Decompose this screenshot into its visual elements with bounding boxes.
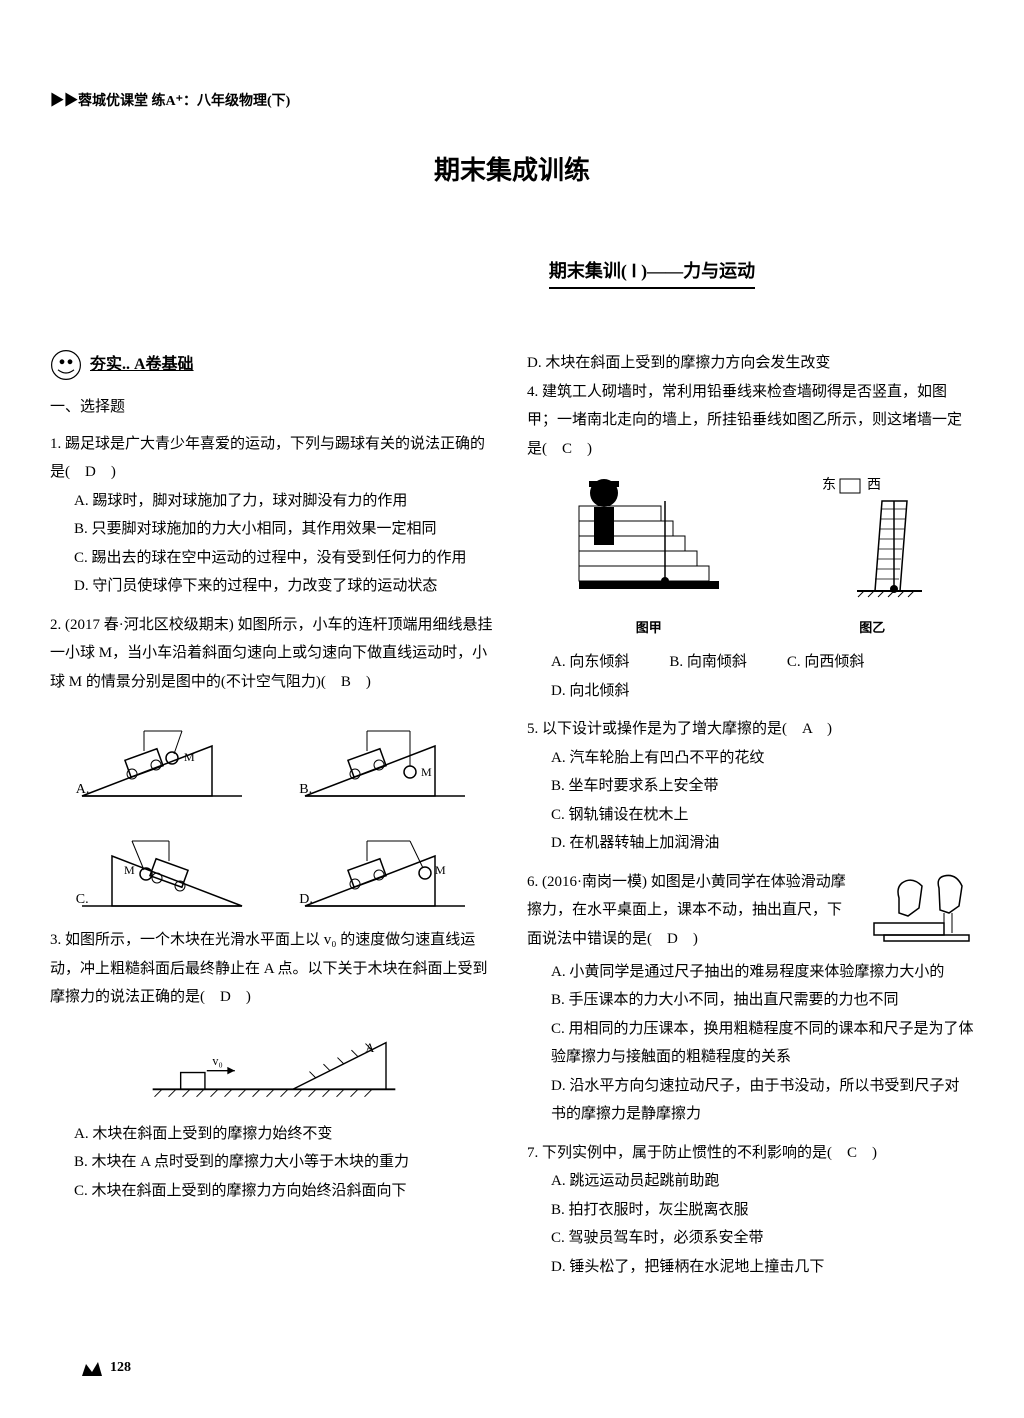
q4-diagram-1 [569, 471, 729, 601]
q2-diagram-c: M [72, 816, 252, 916]
subsection-heading: 一、选择题 [50, 393, 497, 422]
q3-opt-a: A. 木块在斜面上受到的摩擦力始终不变 [74, 1120, 497, 1149]
svg-text:M: M [124, 863, 135, 877]
q1-opt-b: B. 只要脚对球施加的力大小相同，其作用效果一定相同 [74, 515, 497, 544]
question-2: 2. (2017 春·河北区校级期末) 如图所示，小车的连杆顶端用细线悬挂一小球… [50, 611, 497, 917]
q6-opt-c: C. 用相同的力压课本，换用粗糙程度不同的课本和尺子是为了体验摩擦力与接触面的粗… [551, 1015, 974, 1072]
q6-opt-d: D. 沿水平方向匀速拉动尺子，由于书没动，所以书受到尺子对书的摩擦力是静摩擦力 [551, 1072, 974, 1129]
q3-stem: 3. 如图所示，一个木块在光滑水平面上以 v₀ 的速度做匀速直线运动，冲上粗糙斜… [50, 932, 488, 1005]
q2-label-d: D. [299, 887, 313, 914]
q4-dir-east: 东 [822, 477, 836, 493]
page-number: 128 [80, 1358, 131, 1378]
page-icon [80, 1358, 104, 1378]
question-4: 4. 建筑工人砌墙时，常利用铅垂线来检查墙砌得是否竖直，如图甲；一堵南北走向的墙… [527, 378, 974, 706]
svg-text:M: M [435, 863, 446, 877]
q4-opt-c: C. 向西倾斜 [787, 648, 865, 677]
q4-dir-west: 西 [867, 478, 881, 493]
svg-text:M: M [184, 750, 195, 764]
q5-opt-d: D. 在机器转轴上加润滑油 [551, 829, 974, 858]
q7-stem: 7. 下列实例中，属于防止惯性的不利影响的是( C ) [527, 1145, 877, 1161]
q6-opt-a: A. 小黄同学是通过尺子抽出的难易程度来体验摩擦力大小的 [551, 958, 974, 987]
q4-opt-a: A. 向东倾斜 [551, 648, 629, 677]
q7-opt-c: C. 驾驶员驾车时，必须系安全带 [551, 1224, 974, 1253]
q5-opt-b: B. 坐车时要求系上安全带 [551, 772, 974, 801]
q1-opt-d: D. 守门员使球停下来的过程中，力改变了球的运动状态 [74, 572, 497, 601]
q3-a-label: A [365, 1041, 374, 1055]
q1-stem: 1. 踢足球是广大青少年喜爱的运动，下列与踢球有关的说法正确的是( D ) [50, 436, 485, 481]
section-icon [50, 349, 82, 381]
content-columns: 夯实.. A卷基础 一、选择题 1. 踢足球是广大青少年喜爱的运动，下列与踢球有… [50, 349, 974, 1291]
q4-opt-b: B. 向南倾斜 [669, 648, 747, 677]
book-header: ▶▶蓉城优课堂 练A⁺：八年级物理(下) [50, 90, 974, 110]
q4-diagram-2: 东 西 [812, 471, 932, 601]
q2-label-c: C. [76, 887, 89, 914]
q6-diagram [864, 868, 974, 958]
q2-label-b: B. [299, 777, 312, 804]
q4-opt-d: D. 向北倾斜 [551, 677, 629, 706]
q2-diagrams-row1: M A. M [50, 706, 497, 806]
q4-diagrams: 图甲 东 西 [527, 471, 974, 640]
page-num-text: 128 [110, 1360, 131, 1376]
q2-diagram-b: M [295, 706, 475, 806]
question-5: 5. 以下设计或操作是为了增大摩擦的是( A ) A. 汽车轮胎上有凹凸不平的花… [527, 715, 974, 858]
sub-title: 期末集训( Ⅰ )——力与运动 [549, 257, 755, 289]
q7-opt-d: D. 锤头松了，把锤柄在水泥地上撞击几下 [551, 1253, 974, 1282]
q4-img-label-2: 图乙 [812, 616, 932, 641]
question-6: 6. (2016·南岗一模) 如图是小黄同学在体验滑动摩擦力，在水平桌面上，课本… [527, 868, 974, 1129]
section-title-text: 夯实.. A卷基础 [90, 350, 194, 380]
q3-opt-d: D. 木块在斜面上受到的摩擦力方向会发生改变 [527, 349, 974, 378]
q2-diagram-a: M [72, 706, 252, 806]
question-7: 7. 下列实例中，属于防止惯性的不利影响的是( C ) A. 跳远运动员起跳前助… [527, 1139, 974, 1282]
q5-opt-c: C. 钢轨铺设在枕木上 [551, 801, 974, 830]
q7-opt-a: A. 跳远运动员起跳前助跑 [551, 1167, 974, 1196]
q2-diagrams-row2: M C. M [50, 816, 497, 916]
q3-diagram: v₀ A [50, 1024, 497, 1108]
q1-opt-c: C. 踢出去的球在空中运动的过程中，没有受到任何力的作用 [74, 544, 497, 573]
question-3: 3. 如图所示，一个木块在光滑水平面上以 v₀ 的速度做匀速直线运动，冲上粗糙斜… [50, 926, 497, 1205]
q2-diagram-d: M [295, 816, 475, 916]
svg-text:M: M [421, 765, 432, 779]
q3-v-label: v₀ [212, 1054, 222, 1068]
q7-opt-b: B. 拍打衣服时，灰尘脱离衣服 [551, 1196, 974, 1225]
q3-opt-b: B. 木块在 A 点时受到的摩擦力大小等于木块的重力 [74, 1148, 497, 1177]
q6-stem: 6. (2016·南岗一模) 如图是小黄同学在体验滑动摩擦力，在水平桌面上，课本… [527, 874, 846, 947]
q5-stem: 5. 以下设计或操作是为了增大摩擦的是( A ) [527, 721, 832, 737]
q1-opt-a: A. 踢球时，脚对球施加了力，球对脚没有力的作用 [74, 487, 497, 516]
left-column: 夯实.. A卷基础 一、选择题 1. 踢足球是广大青少年喜爱的运动，下列与踢球有… [50, 349, 497, 1291]
q5-opt-a: A. 汽车轮胎上有凹凸不平的花纹 [551, 744, 974, 773]
q2-label-a: A. [76, 777, 90, 804]
q3-opt-c: C. 木块在斜面上受到的摩擦力方向始终沿斜面向下 [74, 1177, 497, 1206]
q2-stem: 2. (2017 春·河北区校级期末) 如图所示，小车的连杆顶端用细线悬挂一小球… [50, 617, 493, 690]
question-1: 1. 踢足球是广大青少年喜爱的运动，下列与踢球有关的说法正确的是( D ) A.… [50, 430, 497, 601]
q4-stem: 4. 建筑工人砌墙时，常利用铅垂线来检查墙砌得是否竖直，如图甲；一堵南北走向的墙… [527, 384, 962, 457]
q6-opt-b: B. 手压课本的力大小不同，抽出直尺需要的力也不同 [551, 986, 974, 1015]
main-title: 期末集成训练 [50, 150, 974, 187]
q4-img-label-1: 图甲 [569, 616, 729, 641]
right-column: D. 木块在斜面上受到的摩擦力方向会发生改变 4. 建筑工人砌墙时，常利用铅垂线… [527, 349, 974, 1291]
section-title: 夯实.. A卷基础 [50, 349, 497, 381]
